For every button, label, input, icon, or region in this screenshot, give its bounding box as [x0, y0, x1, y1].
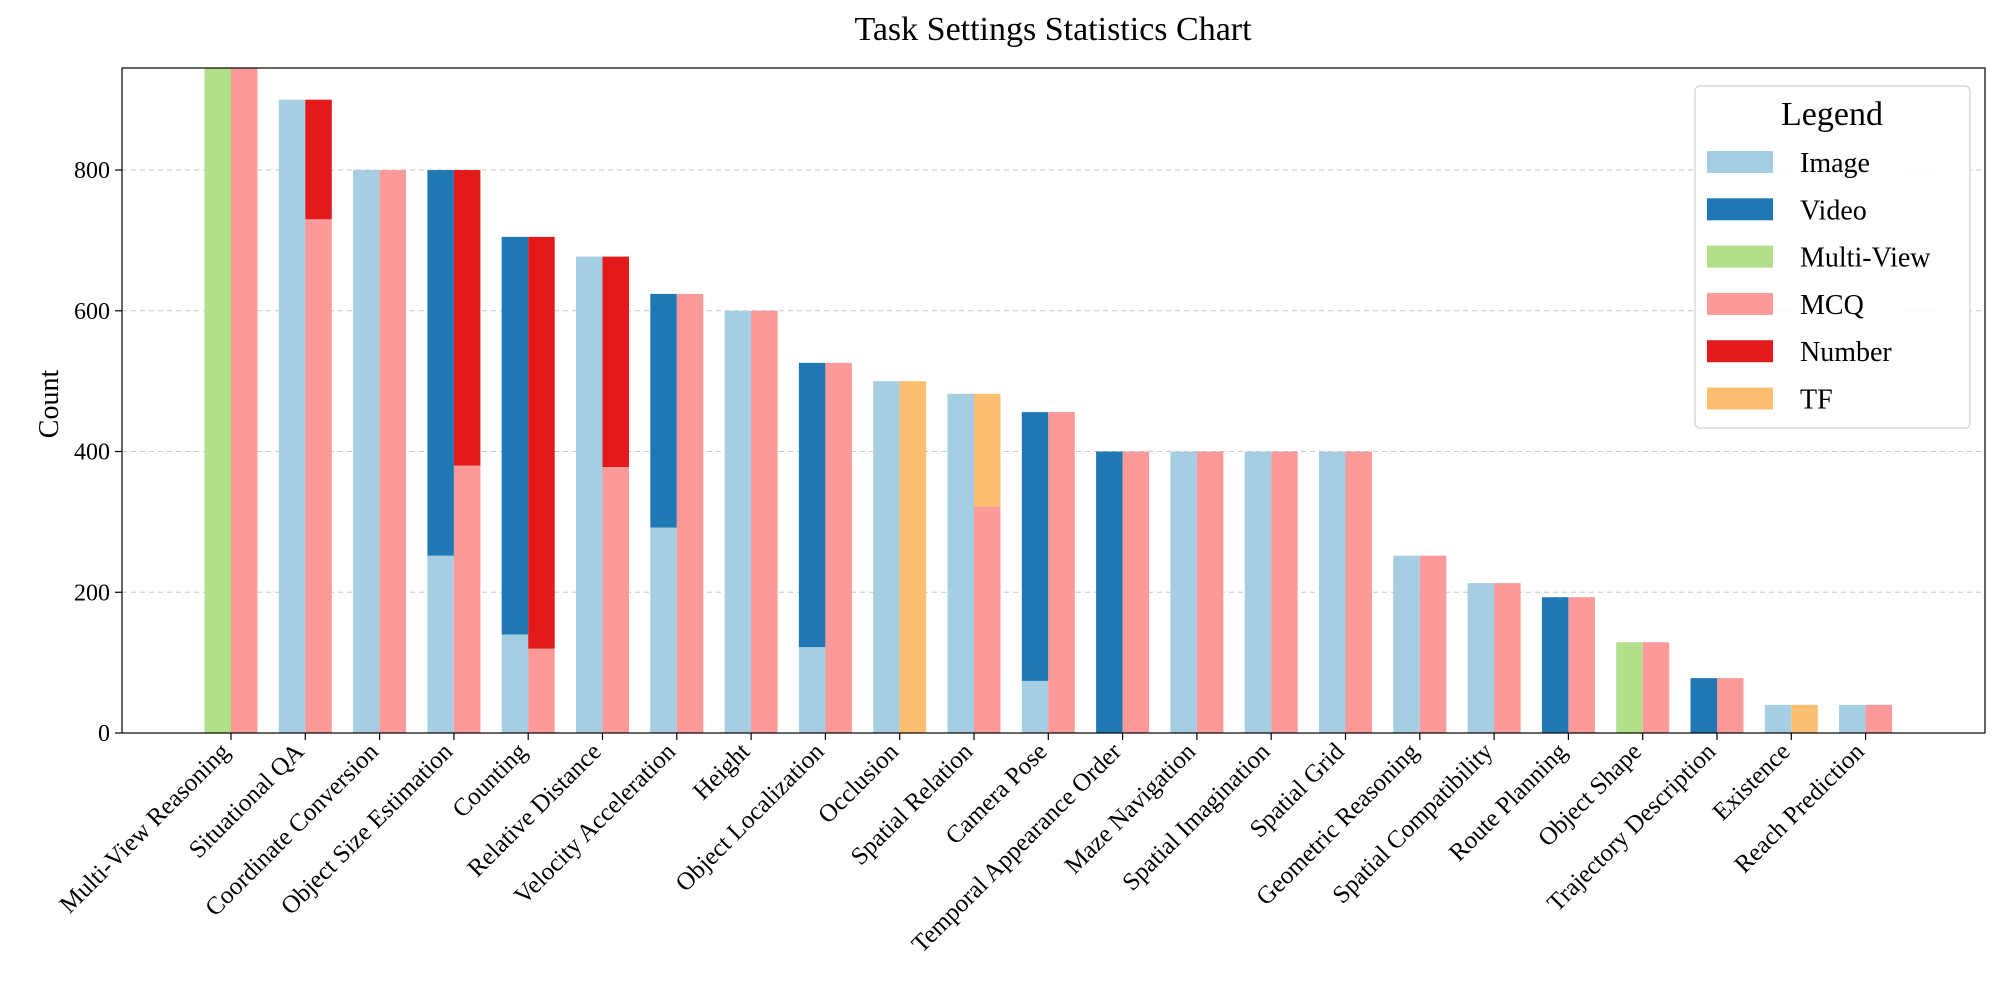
bar-video-object-localization [798, 362, 826, 648]
bar-video-object-size-estimation [427, 170, 454, 556]
bar-number-object-size-estimation [453, 170, 481, 466]
bar-image-height [724, 310, 752, 733]
bar-video-velocity-acceleration [650, 293, 677, 528]
bar-video-route-planning [1541, 597, 1569, 733]
bar-mcq-maze-navigation [1196, 451, 1224, 733]
bar-mcq-geometric-reasoning [1419, 555, 1447, 733]
bar-mcq-route-planning [1568, 597, 1595, 733]
bar-image-coordinate-conversion [353, 170, 380, 733]
y-tick-label: 0 [98, 721, 110, 747]
bar-image-object-localization [798, 647, 826, 733]
legend-label-image: Image [1800, 148, 1870, 179]
bar-number-relative-distance [602, 256, 629, 467]
bar-mcq-spatial-relation [974, 506, 1001, 733]
bar-image-spatial-compatibility [1467, 583, 1495, 733]
x-tick-label: Maze Navigation [1060, 738, 1202, 880]
bar-mcq-velocity-acceleration [676, 293, 704, 733]
bar-image-spatial-relation [947, 393, 974, 733]
bar-image-maze-navigation [1170, 451, 1197, 733]
bar-image-camera-pose [1021, 680, 1049, 733]
legend-label-tf: TF [1800, 385, 1833, 416]
legend-swatch-image [1707, 151, 1773, 173]
bar-mcq-reach-prediction [1865, 704, 1893, 733]
bar-multi-view-multi-view-reasoning [204, 68, 231, 733]
bar-image-velocity-acceleration [650, 527, 677, 733]
bar-mcq-camera-pose [1048, 412, 1075, 733]
y-axis-ticks: 0 200 400 600 800 [74, 158, 122, 747]
x-tick-label: Reach Prediction [1729, 738, 1870, 879]
y-tick-label: 600 [74, 299, 110, 325]
legend-label-video: Video [1800, 195, 1867, 226]
bar-image-counting [501, 634, 529, 733]
bar-multi-view-object-shape [1616, 642, 1643, 733]
bar-mcq-temporal-appearance-order [1122, 451, 1150, 733]
bar-mcq-trajectory-description [1717, 678, 1744, 733]
plot-frame [121, 67, 1986, 734]
bar-mcq-object-localization [825, 362, 852, 733]
x-tick-label: Height [688, 738, 755, 805]
legend-swatch-multi-view [1707, 245, 1773, 268]
bar-mcq-spatial-imagination [1271, 451, 1298, 733]
y-axis-label: Count [34, 370, 65, 439]
legend-label-number: Number [1800, 337, 1892, 368]
y-tick-label: 200 [74, 580, 110, 606]
bar-image-existence [1764, 704, 1792, 733]
bar-image-situational-qa [278, 99, 306, 733]
legend-label-multi-view: Multi-View [1800, 243, 1931, 274]
bar-image-spatial-imagination [1244, 451, 1272, 733]
y-tick-label: 400 [74, 440, 110, 466]
bar-mcq-counting [528, 648, 555, 733]
chart-title: Task Settings Statistics Chart [854, 11, 1252, 48]
bar-image-relative-distance [576, 256, 603, 733]
bar-tf-occlusion [899, 381, 927, 733]
bars [204, 68, 1893, 734]
legend-swatch-tf [1707, 387, 1773, 410]
x-tick-label: Relative Distance [462, 738, 606, 882]
bar-video-trajectory-description [1690, 678, 1717, 733]
bar-mcq-coordinate-conversion [379, 170, 407, 733]
bar-mcq-height [751, 310, 778, 733]
bar-mcq-object-size-estimation [453, 465, 481, 733]
bar-mcq-situational-qa [305, 219, 332, 734]
y-tick-label: 800 [74, 158, 110, 184]
bar-mcq-relative-distance [602, 467, 629, 733]
legend-label-mcq: MCQ [1800, 290, 1864, 321]
legend-title: Legend [1781, 96, 1883, 133]
bar-image-reach-prediction [1839, 704, 1866, 733]
bar-video-temporal-appearance-order [1096, 451, 1123, 733]
bar-image-occlusion [873, 381, 900, 733]
legend-swatch-number [1707, 340, 1773, 363]
bar-mcq-multi-view-reasoning [231, 68, 258, 733]
bar-mcq-spatial-compatibility [1494, 583, 1521, 733]
bar-mcq-object-shape [1642, 642, 1670, 733]
bar-tf-spatial-relation [974, 393, 1001, 507]
bar-image-object-size-estimation [427, 555, 454, 733]
bar-tf-existence [1791, 704, 1818, 733]
bar-video-counting [501, 236, 529, 635]
legend: Legend Image Video Multi-View MCQ Number TF [1694, 85, 1971, 429]
bar-image-geometric-reasoning [1393, 555, 1420, 733]
bar-image-spatial-grid [1319, 451, 1346, 733]
bar-number-counting [528, 236, 555, 649]
legend-swatch-mcq [1707, 292, 1773, 315]
bar-mcq-spatial-grid [1345, 451, 1372, 733]
legend-swatch-video [1707, 198, 1773, 221]
bar-number-situational-qa [305, 99, 332, 220]
bar-video-camera-pose [1021, 412, 1049, 681]
